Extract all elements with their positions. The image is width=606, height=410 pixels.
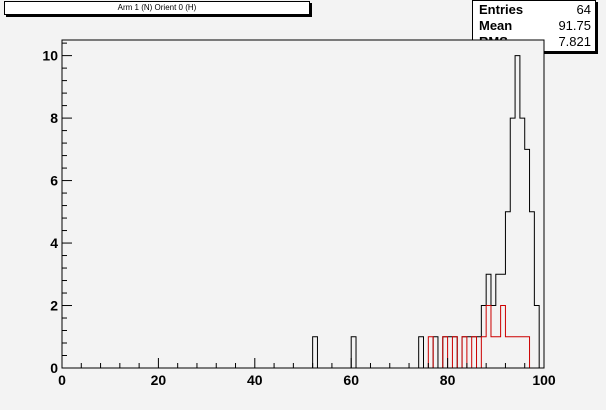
x-tick-label: 80 bbox=[440, 372, 456, 388]
histogram-bin bbox=[351, 337, 356, 368]
x-tick-label: 60 bbox=[343, 372, 359, 388]
x-tick-label: 40 bbox=[247, 372, 263, 388]
y-tick-label: 2 bbox=[50, 298, 58, 314]
histogram-bin bbox=[515, 56, 520, 368]
histogram-bin bbox=[477, 337, 482, 368]
histogram-bin bbox=[534, 306, 539, 368]
histogram-bin bbox=[525, 337, 530, 368]
histogram-bin bbox=[481, 337, 486, 368]
histogram-bin bbox=[452, 337, 457, 368]
stats-rms-value: 7.821 bbox=[558, 34, 591, 49]
histogram-bin bbox=[510, 118, 515, 368]
histogram-bin bbox=[515, 337, 520, 368]
y-tick-label: 6 bbox=[50, 173, 58, 189]
histogram-bin bbox=[467, 337, 472, 368]
histogram-bin bbox=[486, 306, 491, 368]
histogram-bin bbox=[443, 337, 448, 368]
histogram-bin bbox=[510, 337, 515, 368]
plot-frame bbox=[61, 39, 545, 369]
histogram-bin bbox=[433, 337, 438, 368]
histogram-bin bbox=[530, 212, 535, 368]
stats-entries-value: 64 bbox=[576, 2, 591, 17]
histogram-bin bbox=[491, 337, 496, 368]
histogram-bin bbox=[501, 306, 506, 368]
stats-mean-label: Mean bbox=[479, 18, 513, 33]
histogram-bin bbox=[462, 337, 467, 368]
histogram-bin bbox=[472, 337, 477, 368]
x-tick-label: 20 bbox=[151, 372, 167, 388]
histogram-bin bbox=[448, 337, 453, 368]
x-tick-label: 0 bbox=[58, 372, 66, 388]
histogram-bin bbox=[313, 337, 318, 368]
histogram-bin bbox=[520, 118, 525, 368]
y-tick-label: 10 bbox=[42, 48, 58, 64]
x-tick-label: 100 bbox=[532, 372, 556, 388]
y-tick-label: 4 bbox=[50, 235, 58, 251]
y-tick-label: 0 bbox=[50, 360, 58, 376]
stats-entries-label: Entries bbox=[479, 2, 524, 17]
histogram-bin bbox=[496, 337, 501, 368]
axis-layer: 0 20 40 60 80 100 0 2 4 6 8 10 bbox=[42, 40, 556, 388]
histogram-bin bbox=[419, 337, 424, 368]
histogram-bin bbox=[525, 149, 530, 368]
stats-entries-row: Entries 64 bbox=[479, 2, 591, 18]
histogram-bin bbox=[505, 337, 510, 368]
histogram-bin bbox=[520, 337, 525, 368]
histogram-bin bbox=[544, 56, 549, 368]
stats-mean-value: 91.75 bbox=[558, 18, 591, 33]
y-tick-label: 8 bbox=[50, 110, 58, 126]
histogram-title: Arm 1 (N) Orient 0 (H) bbox=[4, 1, 310, 15]
histogram-bin bbox=[428, 337, 433, 368]
stats-mean-row: Mean 91.75 bbox=[479, 18, 591, 34]
